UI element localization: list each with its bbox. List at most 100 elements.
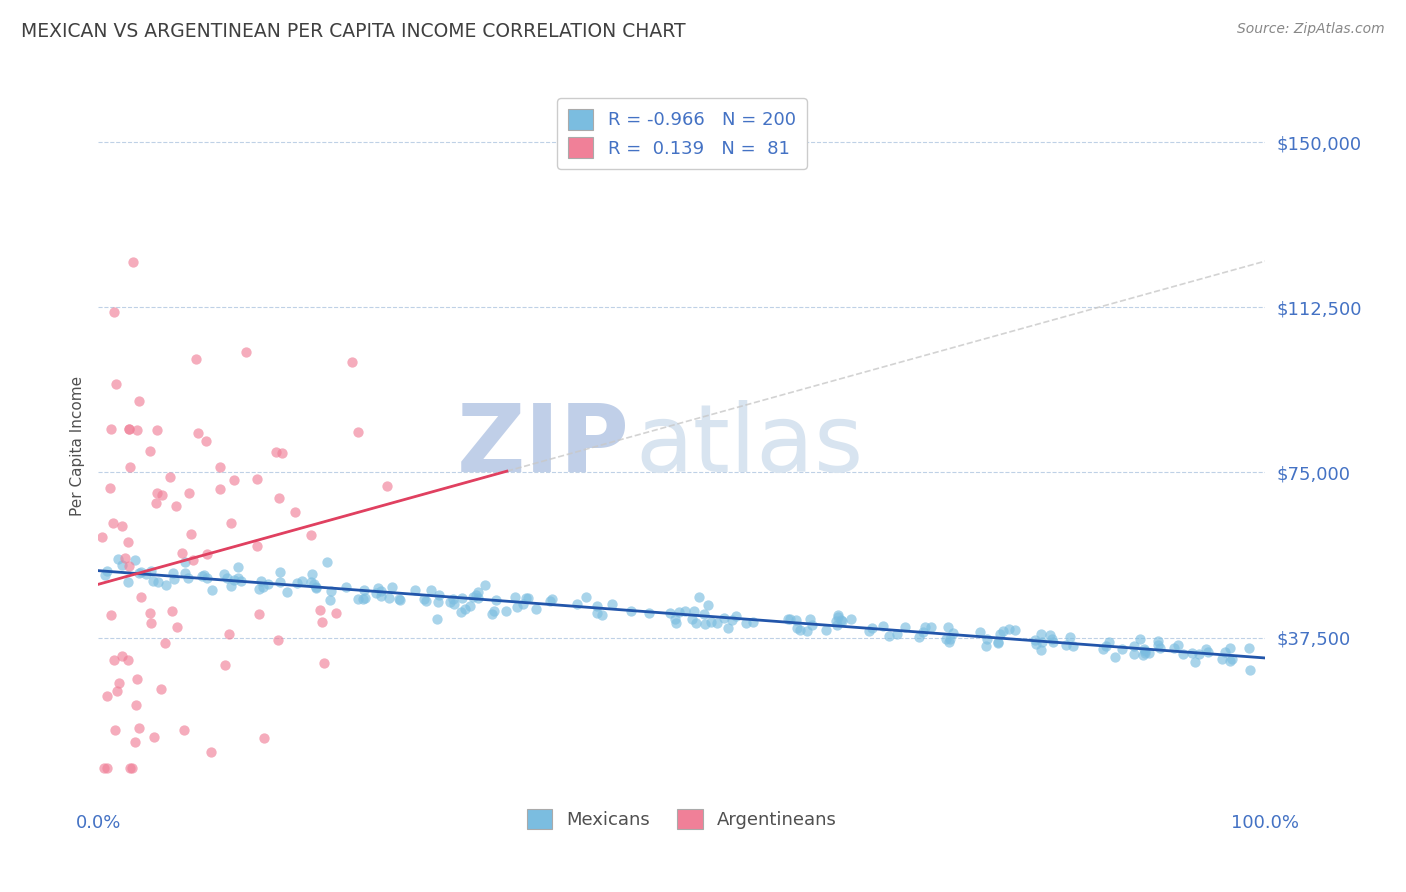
Point [117, 534, 139, 549]
Y-axis label: Per Capita Income: Per Capita Income [69, 376, 84, 516]
Point [942, 626, 965, 640]
Point [177, 572, 200, 586]
Point [1098, 635, 1121, 649]
Point [786, 621, 808, 635]
Text: Source: ZipAtlas.com: Source: ZipAtlas.com [1237, 22, 1385, 37]
Point [1239, 663, 1261, 677]
Point [1149, 640, 1171, 655]
Point [912, 625, 935, 640]
Point [193, 567, 215, 582]
Point [503, 590, 526, 604]
Point [1104, 649, 1126, 664]
Point [118, 422, 141, 436]
Point [141, 565, 163, 579]
Point [117, 653, 139, 667]
Point [935, 632, 957, 647]
Point [347, 425, 370, 439]
Point [142, 731, 165, 745]
Point [717, 621, 740, 635]
Point [920, 620, 942, 634]
Point [600, 597, 623, 611]
Point [195, 548, 218, 562]
Point [877, 629, 900, 643]
Point [1219, 654, 1241, 668]
Point [155, 577, 177, 591]
Point [100, 422, 122, 436]
Point [166, 620, 188, 634]
Point [103, 305, 125, 319]
Point [125, 672, 148, 686]
Point [1195, 641, 1218, 656]
Point [695, 617, 717, 632]
Point [235, 344, 257, 359]
Point [886, 627, 908, 641]
Point [299, 574, 322, 589]
Point [200, 745, 222, 759]
Text: ZIP: ZIP [457, 400, 630, 492]
Point [893, 620, 915, 634]
Point [354, 591, 377, 605]
Point [1029, 626, 1052, 640]
Point [267, 632, 290, 647]
Point [1004, 623, 1026, 637]
Point [246, 472, 269, 486]
Point [314, 657, 336, 671]
Point [860, 621, 883, 635]
Point [585, 606, 607, 620]
Point [872, 619, 894, 633]
Point [668, 605, 690, 619]
Point [139, 443, 162, 458]
Point [252, 580, 274, 594]
Point [427, 595, 450, 609]
Point [567, 597, 589, 611]
Point [114, 550, 136, 565]
Point [190, 568, 212, 582]
Point [1031, 635, 1053, 649]
Point [153, 636, 176, 650]
Point [389, 593, 412, 607]
Point [779, 611, 801, 625]
Point [685, 615, 707, 630]
Point [111, 558, 134, 573]
Point [222, 573, 245, 587]
Point [991, 624, 1014, 639]
Point [107, 551, 129, 566]
Point [713, 611, 735, 625]
Point [799, 612, 821, 626]
Point [142, 574, 165, 589]
Point [269, 565, 291, 579]
Point [135, 567, 157, 582]
Point [541, 591, 564, 606]
Point [404, 583, 426, 598]
Point [335, 580, 357, 594]
Point [378, 591, 401, 605]
Point [269, 491, 291, 505]
Point [515, 591, 537, 605]
Point [412, 592, 434, 607]
Point [936, 620, 959, 634]
Point [454, 602, 477, 616]
Point [706, 615, 728, 630]
Point [159, 470, 181, 484]
Point [450, 605, 472, 619]
Point [125, 423, 148, 437]
Point [785, 613, 807, 627]
Point [174, 555, 197, 569]
Point [370, 590, 392, 604]
Point [461, 590, 484, 604]
Point [131, 566, 153, 580]
Point [658, 606, 681, 620]
Point [150, 682, 173, 697]
Point [276, 585, 298, 599]
Point [538, 593, 561, 607]
Point [1237, 641, 1260, 656]
Point [150, 488, 173, 502]
Point [827, 610, 849, 624]
Point [118, 422, 141, 436]
Point [129, 590, 152, 604]
Point [301, 567, 323, 582]
Point [139, 616, 162, 631]
Point [987, 636, 1010, 650]
Point [1147, 638, 1170, 652]
Point [1133, 642, 1156, 657]
